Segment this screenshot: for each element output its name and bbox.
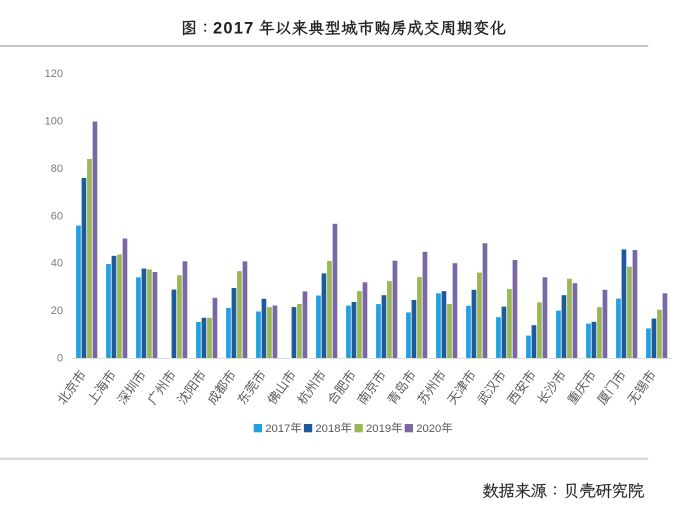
svg-text:2020: 2020 bbox=[416, 423, 441, 435]
svg-text:100: 100 bbox=[45, 116, 63, 128]
svg-text:80: 80 bbox=[51, 163, 63, 175]
svg-text:60: 60 bbox=[51, 210, 63, 222]
svg-text:0: 0 bbox=[57, 353, 63, 365]
svg-text:120: 120 bbox=[45, 68, 63, 80]
svg-text:2017: 2017 bbox=[265, 423, 290, 435]
svg-text:2019: 2019 bbox=[366, 423, 391, 435]
svg-text:2018: 2018 bbox=[315, 423, 340, 435]
svg-text:20: 20 bbox=[51, 305, 63, 317]
svg-text:40: 40 bbox=[51, 258, 63, 270]
svg-text:2017: 2017 bbox=[213, 20, 255, 38]
